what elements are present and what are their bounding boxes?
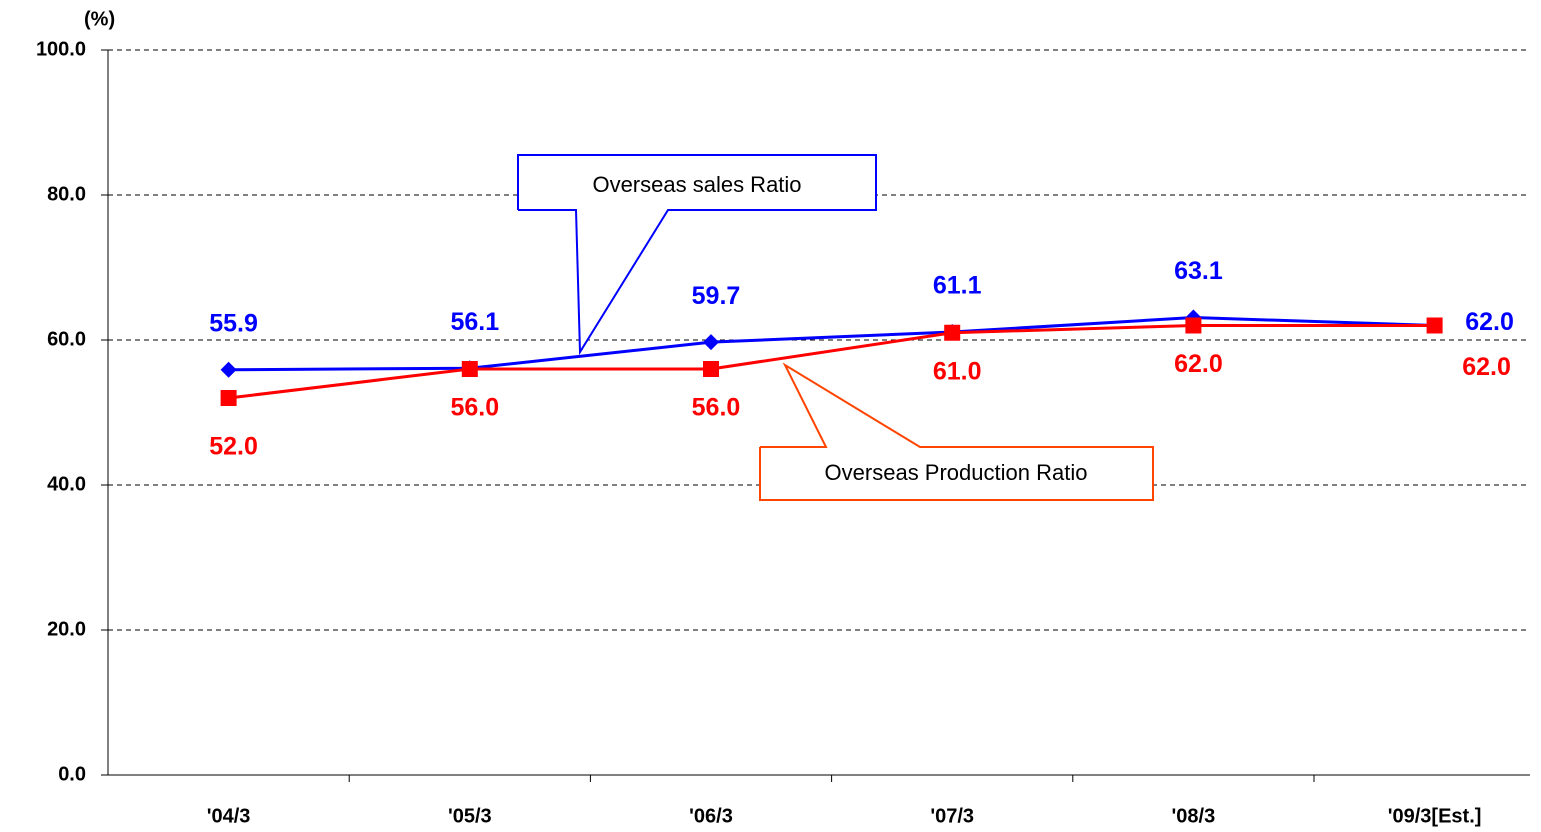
point bbox=[220, 390, 237, 406]
value-label: 61.0 bbox=[933, 357, 982, 385]
x-tick-label: '06/3 bbox=[689, 805, 733, 827]
point bbox=[703, 334, 719, 351]
value-label: 62.0 bbox=[1465, 308, 1514, 336]
y-tick-label: 20.0 bbox=[47, 618, 86, 640]
x-tick-label: '04/3 bbox=[207, 805, 251, 827]
y-tick-label: 40.0 bbox=[47, 473, 86, 495]
point bbox=[1185, 317, 1202, 334]
point bbox=[220, 361, 237, 378]
value-label: 56.1 bbox=[450, 308, 499, 336]
value-label: 62.0 bbox=[1462, 353, 1511, 381]
y-unit-label: (%) bbox=[84, 8, 115, 30]
point bbox=[703, 361, 719, 377]
point bbox=[1426, 317, 1443, 334]
value-label: 56.0 bbox=[692, 394, 741, 422]
callout-box bbox=[759, 362, 1154, 501]
callout-box bbox=[517, 154, 877, 356]
callouts: Overseas sales Ratio Overseas Production… bbox=[517, 154, 1154, 501]
y-tick-label: 80.0 bbox=[47, 183, 86, 205]
value-label: 62.0 bbox=[1174, 350, 1223, 378]
y-tick-label: 100.0 bbox=[36, 38, 86, 60]
series-line bbox=[228, 316, 1435, 372]
x-tick-label: '07/3 bbox=[930, 805, 974, 827]
x-tick-label: '05/3 bbox=[448, 805, 492, 827]
value-label: 56.0 bbox=[450, 394, 499, 422]
value-label: 61.1 bbox=[933, 272, 982, 300]
value-label: 63.1 bbox=[1174, 257, 1223, 285]
series-line bbox=[228, 324, 1435, 400]
callout-label: Overseas Production Ratio bbox=[825, 460, 1088, 485]
value-label: 59.7 bbox=[692, 282, 741, 310]
y-tick-label: 0.0 bbox=[58, 763, 86, 785]
y-tick-label: 60.0 bbox=[47, 328, 86, 350]
x-tick-label: '09/3[Est.] bbox=[1388, 805, 1482, 827]
value-label: 52.0 bbox=[209, 433, 258, 461]
point bbox=[461, 361, 478, 377]
x-tick-label: '08/3 bbox=[1172, 805, 1216, 827]
point bbox=[944, 324, 961, 341]
value-label: 55.9 bbox=[209, 309, 258, 337]
callout-label: Overseas sales Ratio bbox=[592, 172, 801, 197]
